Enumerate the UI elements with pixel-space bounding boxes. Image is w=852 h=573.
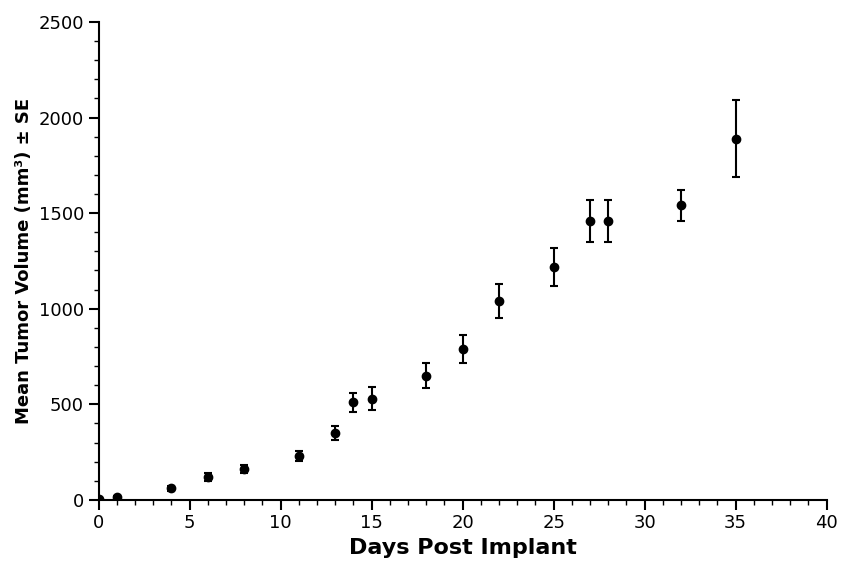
X-axis label: Days Post Implant: Days Post Implant	[348, 538, 576, 558]
Y-axis label: Mean Tumor Volume (mm³) ± SE: Mean Tumor Volume (mm³) ± SE	[15, 98, 33, 424]
